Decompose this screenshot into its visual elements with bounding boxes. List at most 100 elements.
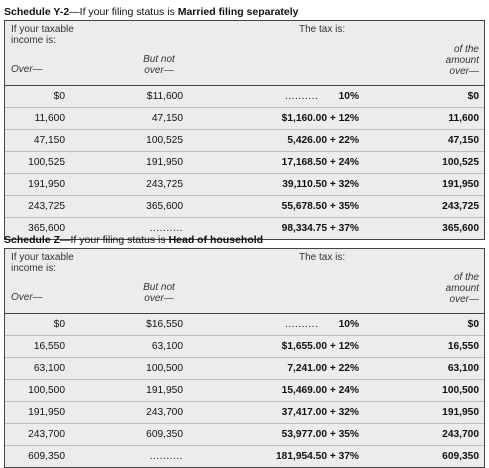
schedule-title-prefix: Schedule Z <box>4 234 61 246</box>
of-amount-cell: 365,600 <box>442 223 479 234</box>
of-amount-cell: 100,525 <box>442 157 479 168</box>
tax-cell: 5,426.00 + 22% <box>287 135 359 146</box>
but-not-label-2: over— <box>144 293 174 304</box>
over-cell: 100,525 <box>28 157 65 168</box>
of-amount-cell: 100,500 <box>442 385 479 396</box>
table-row: 609,350 .......... 181,954.50 + 37% 609,… <box>5 446 484 467</box>
of-amount-cell: 11,600 <box>448 113 479 124</box>
over-cell: 191,950 <box>28 179 65 190</box>
but-not-cell: $11,600 <box>146 91 183 102</box>
over-cell: 47,150 <box>33 135 65 146</box>
table-header: If your taxable income is: The tax is: O… <box>5 21 484 86</box>
of-amount-cell: 47,150 <box>447 135 479 146</box>
of-amount-cell: 243,700 <box>442 429 479 440</box>
of-amount-cell: 243,725 <box>442 201 479 212</box>
but-not-cell: .......... <box>149 451 183 462</box>
schedule-title-prefix: Schedule Y-2 <box>4 6 70 18</box>
leader-dots: .......... <box>285 319 319 330</box>
tax-cell: 15,469.00 + 24% <box>281 385 359 396</box>
but-not-cell: 100,525 <box>146 135 183 146</box>
tax-cell: 17,168.50 + 24% <box>281 157 359 168</box>
table-row: 16,550 63,100 $1,655.00 + 12% 16,550 <box>5 336 484 358</box>
tax-is-label: The tax is: <box>299 252 346 263</box>
schedule-title-status: Head of household <box>168 234 264 246</box>
of-amount-cell: 16,550 <box>447 341 479 352</box>
over-cell: 11,600 <box>34 113 65 124</box>
tax-cell: 53,977.00 + 35% <box>281 429 359 440</box>
leader-dots: .......... <box>285 91 319 102</box>
but-not-cell: 365,600 <box>146 201 183 212</box>
of-amount-cell: 609,350 <box>442 451 479 462</box>
of-amount-cell: 63,100 <box>447 363 479 374</box>
table-body: $0 $11,600 .......... 10% $0 11,600 47,1… <box>5 86 484 239</box>
of-amount-cell: 191,950 <box>442 407 479 418</box>
of-the-label-2: amount <box>445 55 479 66</box>
income-label-2: income is: <box>11 35 57 46</box>
but-not-cell: $16,550 <box>146 319 183 330</box>
but-not-cell: 100,500 <box>146 363 183 374</box>
but-not-cell: 63,100 <box>151 341 183 352</box>
but-not-label-1: But not <box>143 282 175 293</box>
table-header: If your taxable income is: The tax is: O… <box>5 249 484 314</box>
over-cell: $0 <box>53 91 65 102</box>
but-not-cell: 191,950 <box>146 385 183 396</box>
of-the-label-1: of the <box>453 44 479 55</box>
of-amount-cell: $0 <box>467 91 479 102</box>
table-row: 11,600 47,150 $1,160.00 + 12% 11,600 <box>5 108 484 130</box>
tax-cell: $1,160.00 + 12% <box>281 113 359 124</box>
table-body: $0 $16,550 .......... 10% $0 16,550 63,1… <box>5 314 484 467</box>
but-not-cell: 47,150 <box>151 113 183 124</box>
over-cell: $0 <box>53 319 65 330</box>
over-cell: 365,600 <box>28 223 65 234</box>
table-row: 365,600 .......... 98,334.75 + 37% 365,6… <box>5 218 484 239</box>
of-the-label-1: of the <box>453 272 479 283</box>
table-row: 243,725 365,600 55,678.50 + 35% 243,725 <box>5 196 484 218</box>
table-row: 191,950 243,700 37,417.00 + 32% 191,950 <box>5 402 484 424</box>
table-row: $0 $16,550 .......... 10% $0 <box>5 314 484 336</box>
over-label: Over— <box>11 64 43 75</box>
income-label-2: income is: <box>11 263 57 274</box>
tax-cell: 98,334.75 + 37% <box>281 223 359 234</box>
of-amount-cell: 191,950 <box>442 179 479 190</box>
table-row: 100,500 191,950 15,469.00 + 24% 100,500 <box>5 380 484 402</box>
but-not-cell: 243,725 <box>146 179 183 190</box>
but-not-label-1: But not <box>143 54 175 65</box>
but-not-cell: 191,950 <box>146 157 183 168</box>
tax-is-label: The tax is: <box>299 24 346 35</box>
tax-cell: 37,417.00 + 32% <box>281 407 359 418</box>
table-row: 63,100 100,500 7,241.00 + 22% 63,100 <box>5 358 484 380</box>
table-row: 100,525 191,950 17,168.50 + 24% 100,525 <box>5 152 484 174</box>
tax-cell: 181,954.50 + 37% <box>276 451 359 462</box>
tax-cell: 39,110.50 + 32% <box>282 179 359 190</box>
schedule-title-status: Married filing separately <box>177 6 299 18</box>
of-the-label-2: amount <box>445 283 479 294</box>
tax-cell: 10% <box>338 319 359 330</box>
table-row: 243,700 609,350 53,977.00 + 35% 243,700 <box>5 424 484 446</box>
tax-table: If your taxable income is: The tax is: O… <box>4 20 485 240</box>
income-label-1: If your taxable <box>11 252 74 263</box>
schedule-y2: Schedule Y-2—If your filing status is Ma… <box>4 6 485 240</box>
income-label-1: If your taxable <box>11 24 74 35</box>
over-cell: 191,950 <box>28 407 65 418</box>
but-not-label-2: over— <box>144 65 174 76</box>
of-the-label-3: over— <box>449 294 479 305</box>
but-not-cell: .......... <box>149 223 183 234</box>
schedule-title-mid: —If your filing status is <box>60 234 169 246</box>
schedule-z: Schedule Z—If your filing status is Head… <box>4 234 485 468</box>
but-not-cell: 609,350 <box>146 429 183 440</box>
of-the-label-3: over— <box>449 66 479 77</box>
over-cell: 100,500 <box>28 385 65 396</box>
tax-cell: $1,655.00 + 12% <box>281 341 359 352</box>
over-cell: 16,550 <box>33 341 65 352</box>
over-cell: 243,725 <box>28 201 65 212</box>
tax-table: If your taxable income is: The tax is: O… <box>4 248 485 468</box>
tax-cell: 55,678.50 + 35% <box>281 201 359 212</box>
tax-cell: 10% <box>338 91 359 102</box>
table-row: $0 $11,600 .......... 10% $0 <box>5 86 484 108</box>
over-label: Over— <box>11 292 43 303</box>
schedule-title: Schedule Y-2—If your filing status is Ma… <box>4 6 485 20</box>
table-row: 47,150 100,525 5,426.00 + 22% 47,150 <box>5 130 484 152</box>
schedule-title-mid: —If your filing status is <box>69 6 178 18</box>
but-not-cell: 243,700 <box>146 407 183 418</box>
schedule-title: Schedule Z—If your filing status is Head… <box>4 234 485 248</box>
